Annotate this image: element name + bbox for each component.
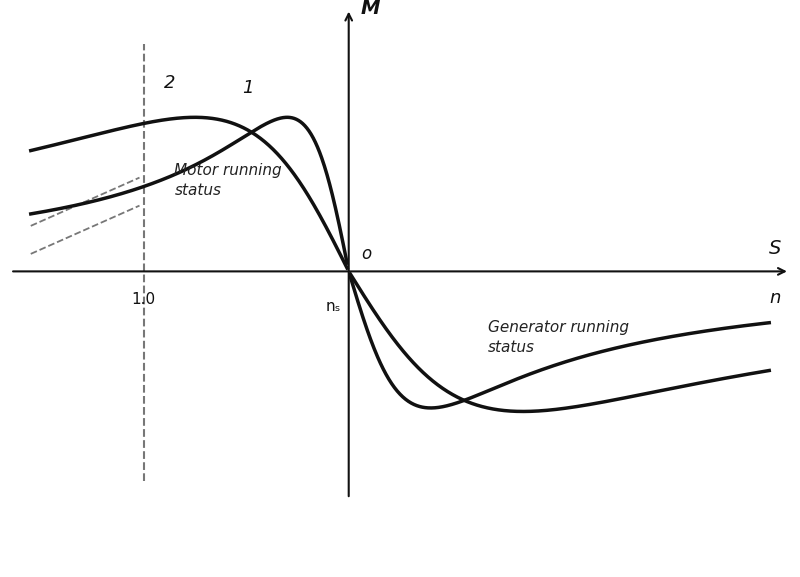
Text: S: S [769, 239, 782, 258]
Text: M: M [361, 0, 381, 18]
Text: 2: 2 [164, 73, 176, 92]
Text: Generator running
status: Generator running status [488, 320, 630, 355]
Text: 1.0: 1.0 [131, 293, 156, 308]
Text: Torque-speed (slip) characteristic curve of asynchronous motors: Torque-speed (slip) characteristic curve… [110, 536, 690, 554]
Text: 1: 1 [242, 79, 254, 97]
Text: n: n [770, 289, 781, 307]
Text: Motor running
status: Motor running status [174, 163, 282, 198]
Text: nₛ: nₛ [326, 299, 341, 314]
Text: o: o [361, 245, 371, 263]
